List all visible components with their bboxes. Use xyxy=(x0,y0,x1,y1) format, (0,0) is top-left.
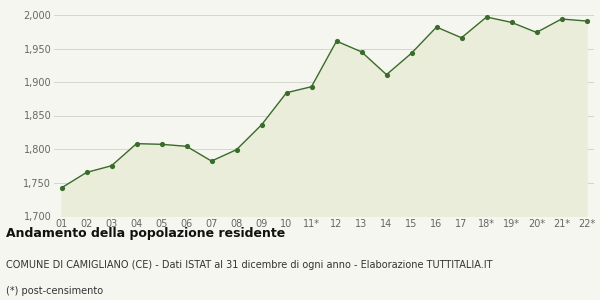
Point xyxy=(532,30,541,35)
Text: (*) post-censimento: (*) post-censimento xyxy=(6,286,103,296)
Point xyxy=(257,122,266,127)
Point xyxy=(157,142,166,147)
Point xyxy=(557,16,566,21)
Text: Andamento della popolazione residente: Andamento della popolazione residente xyxy=(6,226,285,239)
Point xyxy=(582,19,592,23)
Point xyxy=(107,163,116,168)
Point xyxy=(432,25,442,29)
Point xyxy=(206,159,217,164)
Point xyxy=(407,51,416,56)
Point xyxy=(182,144,191,149)
Text: COMUNE DI CAMIGLIANO (CE) - Dati ISTAT al 31 dicembre di ogni anno - Elaborazion: COMUNE DI CAMIGLIANO (CE) - Dati ISTAT a… xyxy=(6,260,493,269)
Point xyxy=(506,20,516,25)
Point xyxy=(457,35,466,40)
Point xyxy=(382,72,391,77)
Point xyxy=(482,15,491,20)
Point xyxy=(282,90,292,95)
Point xyxy=(132,141,142,146)
Point xyxy=(82,170,91,175)
Point xyxy=(356,50,366,54)
Point xyxy=(332,39,341,44)
Point xyxy=(307,84,316,89)
Point xyxy=(232,147,241,152)
Point xyxy=(56,185,67,190)
